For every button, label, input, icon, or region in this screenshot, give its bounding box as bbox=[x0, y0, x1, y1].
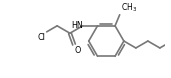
Text: O: O bbox=[75, 46, 81, 55]
Text: CH$_3$: CH$_3$ bbox=[121, 1, 137, 14]
Text: HN: HN bbox=[71, 21, 83, 30]
Text: Cl: Cl bbox=[38, 33, 46, 42]
